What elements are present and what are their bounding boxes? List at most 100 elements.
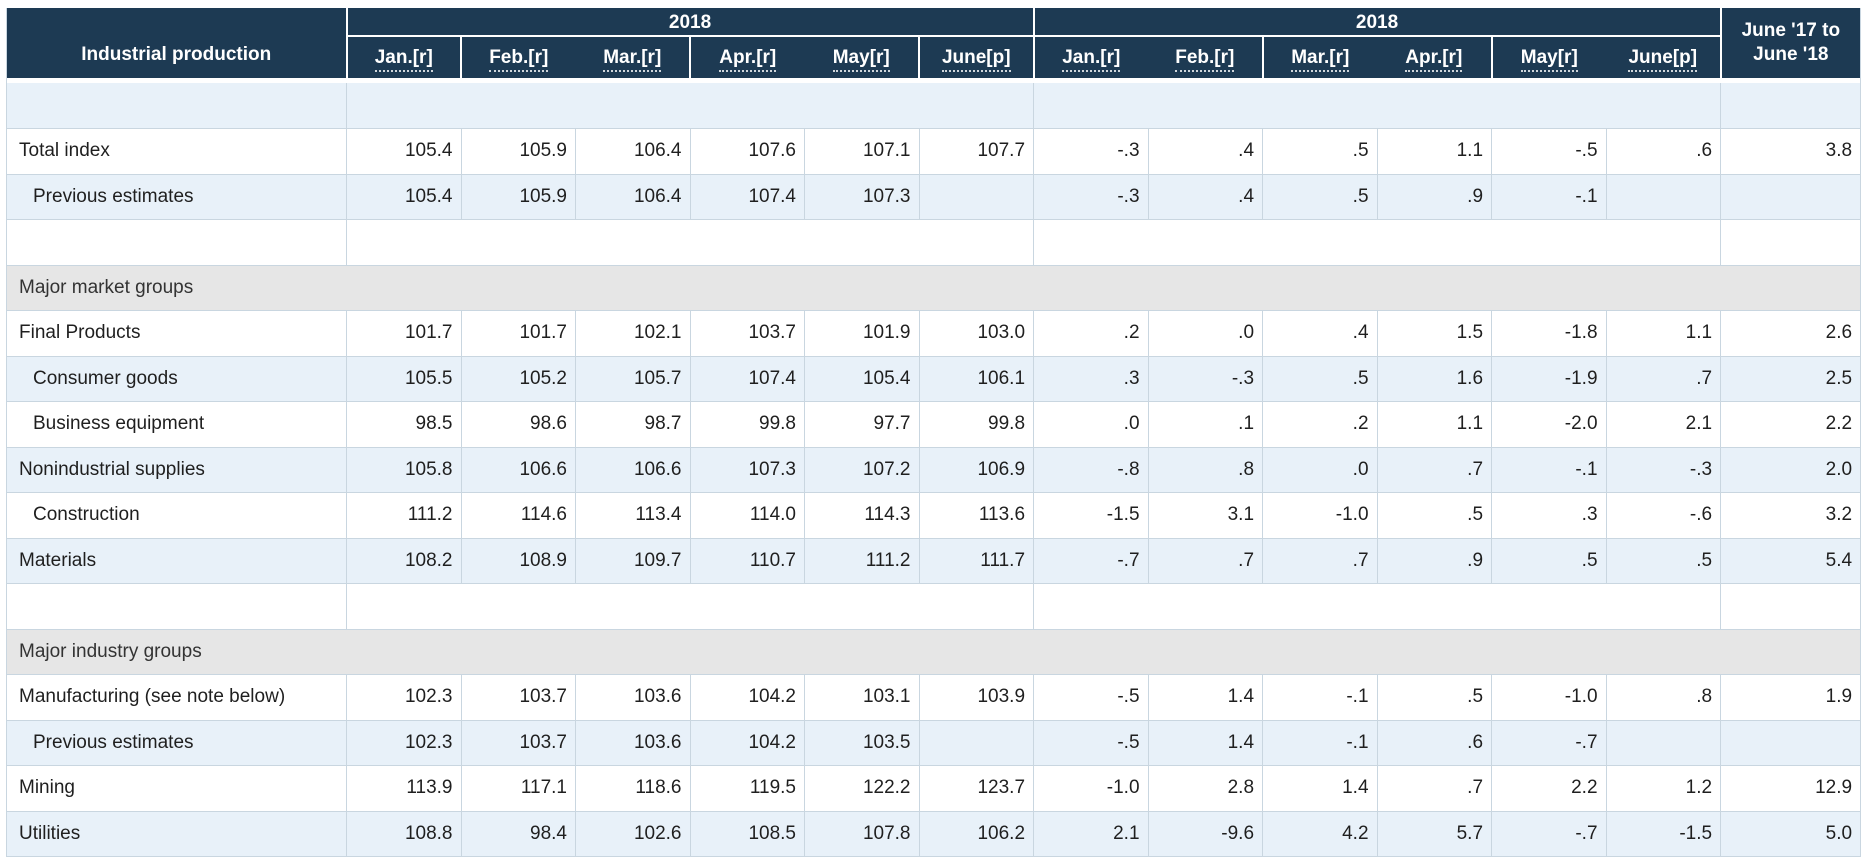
index-value: 106.4 — [575, 174, 690, 220]
index-value: 122.2 — [804, 765, 919, 812]
pct-change-value: -.3 — [1605, 447, 1721, 493]
month-header-link[interactable]: Feb.[r] — [489, 47, 549, 72]
index-value: 105.9 — [460, 174, 576, 220]
pct-change-value: .5 — [1491, 538, 1607, 584]
pct-change-value: .5 — [1262, 174, 1378, 220]
industrial-production-table: Industrial production 2018 2018 June '17… — [6, 8, 1862, 857]
month-header-link[interactable]: May[r] — [832, 47, 890, 72]
row-label: Utilities — [6, 811, 347, 857]
spacer-group1-cell — [345, 583, 1034, 630]
index-value: 104.2 — [689, 674, 805, 721]
pct-change-value — [1605, 174, 1721, 220]
index-value: 105.5 — [346, 356, 461, 402]
index-value — [918, 174, 1034, 220]
month-header-link[interactable]: June[p] — [1628, 47, 1698, 72]
table-row: Nonindustrial supplies 105.8 106.6 106.6 107… — [6, 447, 1861, 493]
spacer-label-cell — [6, 83, 347, 129]
table-row: Mining 113.9 117.1 118.6 119.5 122.2 123.7 -1.0… — [6, 765, 1861, 812]
spacer-label-cell — [6, 583, 347, 630]
row-label: Final Products — [6, 310, 347, 357]
yoy-value: 2.6 — [1720, 310, 1861, 357]
table-row: Utilities 108.8 98.4 102.6 108.5 107.8 106.2 2.… — [6, 811, 1861, 857]
month-header-link[interactable]: Apr.[r] — [719, 47, 777, 72]
month-header-idx-1: Jan.[r] — [345, 35, 461, 78]
index-value: 105.7 — [575, 356, 690, 402]
index-value: 118.6 — [575, 765, 690, 812]
pct-change-value: -.7 — [1033, 538, 1149, 584]
month-header-link[interactable]: Jan.[r] — [374, 47, 433, 72]
row-label: Business equipment — [6, 401, 347, 448]
index-value: 114.6 — [460, 492, 576, 539]
index-value: 105.2 — [460, 356, 576, 402]
index-value: 107.3 — [689, 447, 805, 493]
pct-change-value: .9 — [1376, 538, 1492, 584]
yoy-value: 3.8 — [1720, 128, 1861, 175]
month-header-link[interactable]: Feb.[r] — [1175, 47, 1235, 72]
index-value: 103.9 — [918, 674, 1034, 721]
month-header-link[interactable]: June[p] — [941, 47, 1011, 72]
table-body: Total index 105.4 105.9 106.4 107.6 107.1 107.… — [6, 78, 1861, 857]
month-header-pct-4: Apr.[r] — [1377, 35, 1492, 78]
pct-change-value: 3.1 — [1147, 492, 1263, 539]
table-row: Previous estimates 102.3 103.7 103.6 104.2 10… — [6, 720, 1861, 766]
row-label: Mining — [6, 765, 347, 812]
pct-change-value: 2.8 — [1147, 765, 1263, 812]
index-value: 111.2 — [346, 492, 461, 539]
month-header-link[interactable]: Mar.[r] — [603, 47, 662, 72]
index-value: 102.3 — [346, 720, 461, 766]
month-header-idx-6: June[p] — [918, 35, 1034, 78]
spacer-row — [6, 219, 1861, 266]
pct-change-value: -1.0 — [1033, 765, 1149, 812]
pct-change-value: -.6 — [1605, 492, 1721, 539]
index-value: 107.6 — [689, 128, 805, 175]
index-value: 109.7 — [575, 538, 690, 584]
row-label: Materials — [6, 538, 347, 584]
index-value: 106.4 — [575, 128, 690, 175]
month-header-link[interactable]: Jan.[r] — [1062, 47, 1121, 72]
pct-change-value: -.3 — [1033, 174, 1149, 220]
spacer-group2-cell — [1033, 219, 1721, 266]
pct-change-value: .8 — [1605, 674, 1721, 721]
pct-change-value: -.8 — [1033, 447, 1149, 493]
pct-change-value: 1.4 — [1147, 674, 1263, 721]
pct-change-value: .7 — [1605, 356, 1721, 402]
section-header: Major industry groups — [6, 629, 1861, 675]
pct-change-value: -.1 — [1491, 174, 1607, 220]
yoy-header-line2: June '18 — [1753, 44, 1829, 65]
pct-change-value: .4 — [1147, 174, 1263, 220]
pct-change-value: -.5 — [1033, 720, 1149, 766]
index-value: 108.9 — [460, 538, 576, 584]
pct-change-value: .6 — [1376, 720, 1492, 766]
index-value: 101.7 — [460, 310, 576, 357]
index-value: 107.3 — [804, 174, 919, 220]
month-header-idx-5: May[r] — [804, 35, 919, 78]
pct-change-value: 1.4 — [1147, 720, 1263, 766]
index-value: 103.6 — [575, 720, 690, 766]
index-value: 105.9 — [460, 128, 576, 175]
pct-change-value: .5 — [1376, 492, 1492, 539]
table-row: Total index 105.4 105.9 106.4 107.6 107.1 107.… — [6, 128, 1861, 175]
month-header-pct-3: Mar.[r] — [1261, 35, 1378, 78]
index-value: 108.8 — [346, 811, 461, 857]
pct-change-value: 1.1 — [1376, 128, 1492, 175]
pct-change-value: .1 — [1147, 401, 1263, 448]
yoy-header-line1: June '17 to — [1741, 20, 1841, 42]
pct-change-value: .6 — [1605, 128, 1721, 175]
row-label: Previous estimates — [6, 174, 347, 220]
month-header-link[interactable]: Mar.[r] — [1291, 47, 1350, 72]
index-value: 117.1 — [460, 765, 576, 812]
pct-change-value: 2.2 — [1491, 765, 1607, 812]
pct-change-value: 1.1 — [1376, 401, 1492, 448]
index-value: 99.8 — [689, 401, 805, 448]
index-value: 107.1 — [804, 128, 919, 175]
spacer-row — [6, 83, 1861, 129]
month-header-link[interactable]: Apr.[r] — [1405, 47, 1463, 72]
yoy-value: 1.9 — [1720, 674, 1861, 721]
index-value: 113.6 — [918, 492, 1034, 539]
pct-change-value: -1.0 — [1491, 674, 1607, 721]
index-value: 107.7 — [918, 128, 1034, 175]
pct-change-value: .7 — [1147, 538, 1263, 584]
month-header-link[interactable]: May[r] — [1520, 47, 1578, 72]
table-row: Consumer goods 105.5 105.2 105.7 107.4 105.4 1… — [6, 356, 1861, 402]
table-row: Construction 111.2 114.6 113.4 114.0 114.3 113… — [6, 492, 1861, 539]
